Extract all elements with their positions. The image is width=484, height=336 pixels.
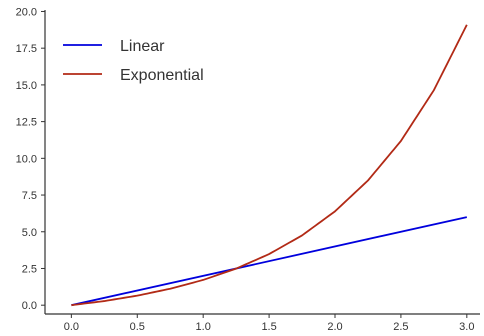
x-tick-label: 2.0 [327,321,342,333]
y-tick-label: 10.0 [16,153,37,165]
series-line-exponential [71,24,468,307]
y-tick-label: 12.5 [16,117,37,129]
y-tick-label: 2.5 [22,263,37,275]
y-tick-label: 15.0 [16,80,37,92]
legend-label-linear: Linear [120,38,165,55]
x-tick-label: 0.5 [130,321,145,333]
axes: 0.0 2.5 5.0 7.5 10.0 12.5 15.0 17.5 20.0 0.0 0.5 1.… [16,6,480,333]
y-tick-label: 7.5 [22,190,37,202]
y-tick-label: 20.0 [16,6,37,18]
y-tick-label: 17.5 [16,43,37,55]
series-layer [71,24,468,307]
y-tick-label: 0.0 [22,300,37,312]
y-tick-label: 5.0 [22,227,37,239]
x-tick-label: 1.5 [261,321,276,333]
legend-label-exponential: Exponential [120,67,204,84]
x-tick-label: 2.5 [393,321,408,333]
x-tick-label: 3.0 [459,321,474,333]
legend: Linear Exponential [63,38,204,84]
x-tick-label: 1.0 [196,321,211,333]
x-tick-label: 0.0 [64,321,79,333]
series-line-linear [71,216,468,307]
